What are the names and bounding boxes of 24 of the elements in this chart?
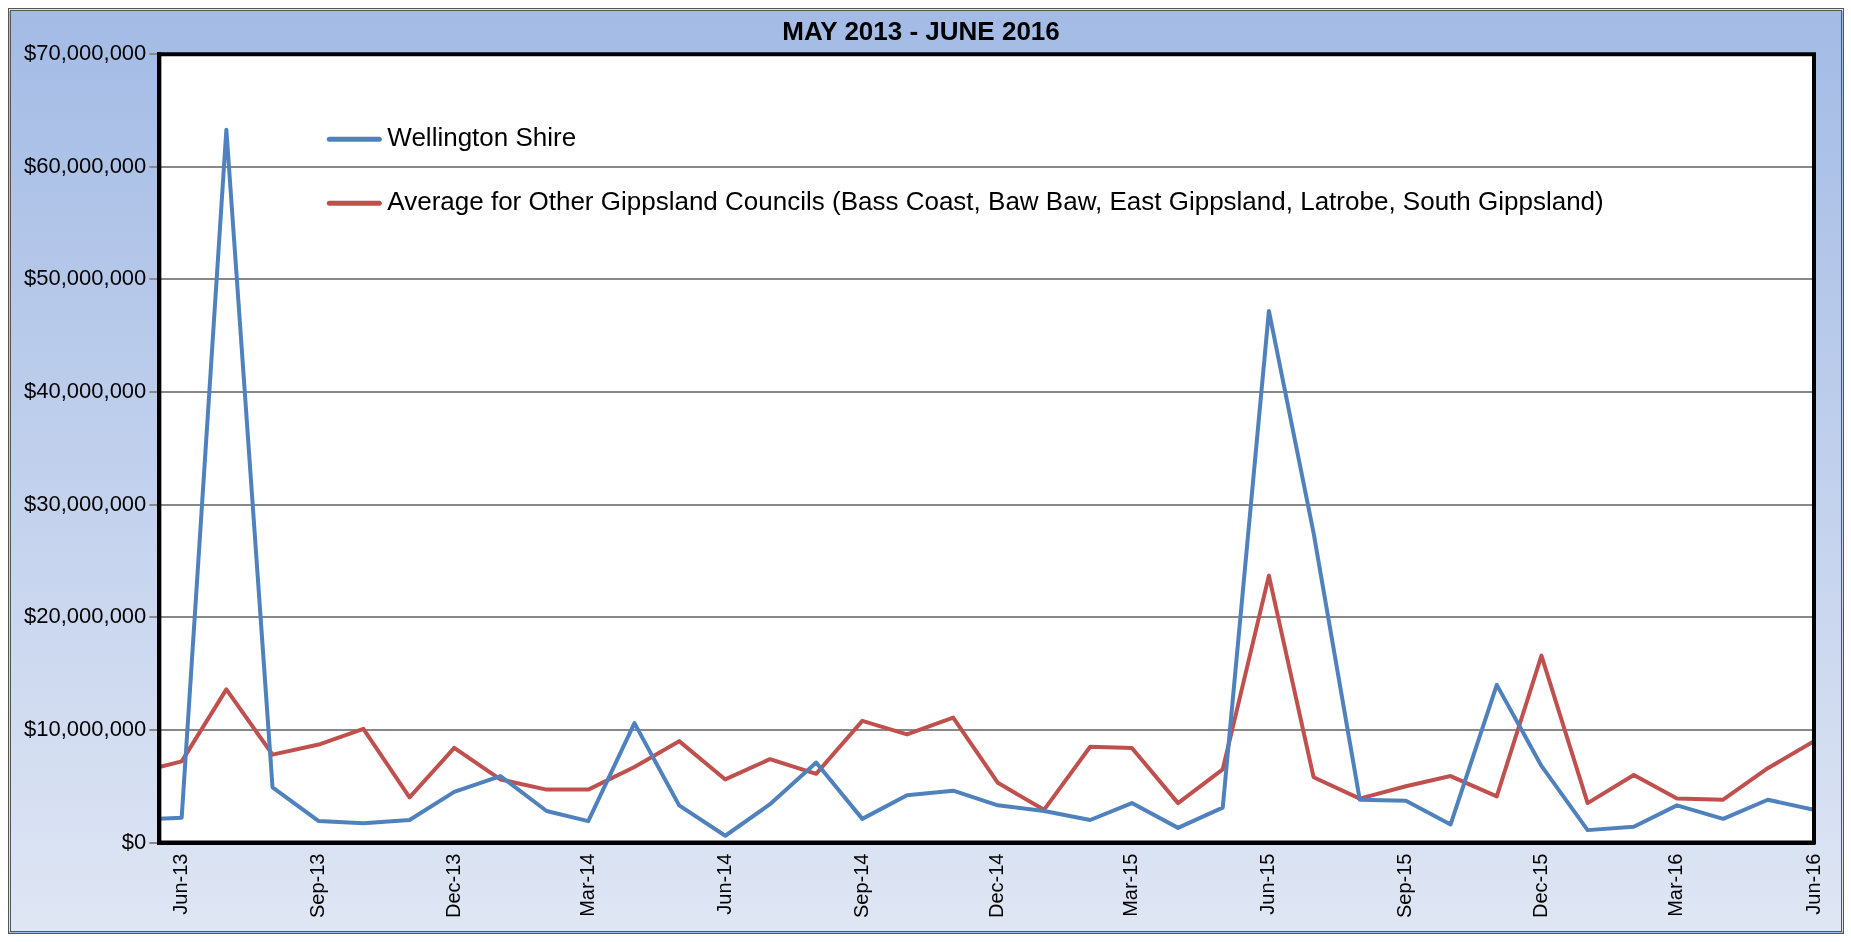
- y-tick-label: $20,000,000: [24, 603, 147, 629]
- y-tick-label: $10,000,000: [24, 715, 147, 741]
- x-tick-label: Dec-15: [1528, 853, 1551, 918]
- x-tick-label: Jun-16: [1801, 853, 1824, 915]
- chart-title: MAY 2013 - JUNE 2016: [782, 15, 1060, 46]
- y-tick-label: $0: [121, 828, 147, 854]
- x-tick-label: Sep-13: [306, 853, 329, 919]
- y-tick-label: $60,000,000: [24, 152, 147, 178]
- y-tick-label: $50,000,000: [24, 265, 147, 291]
- legend-label: Wellington Shire: [387, 122, 577, 153]
- x-tick-label: Jun-13: [169, 853, 192, 915]
- x-tick-label: Dec-14: [985, 853, 1008, 918]
- x-tick-label: Mar-14: [575, 853, 598, 917]
- x-tick-label: Mar-15: [1119, 853, 1142, 917]
- x-tick-label: Jun-14: [712, 853, 735, 915]
- x-tick-label: Jun-15: [1256, 853, 1279, 915]
- y-tick-label: $30,000,000: [24, 490, 147, 516]
- x-tick-label: Dec-13: [441, 853, 464, 918]
- legend-label: Average for Other Gippsland Councils (Bass Coast, Baw Baw, East Gippsland, Latrobe, South Gippsland): [387, 186, 1604, 217]
- x-tick-label: Sep-14: [849, 853, 872, 919]
- y-tick-label: $70,000,000: [24, 40, 147, 66]
- x-tick-label: Sep-15: [1393, 853, 1416, 919]
- x-tick-label: Mar-16: [1664, 853, 1687, 917]
- y-tick-label: $40,000,000: [24, 378, 147, 404]
